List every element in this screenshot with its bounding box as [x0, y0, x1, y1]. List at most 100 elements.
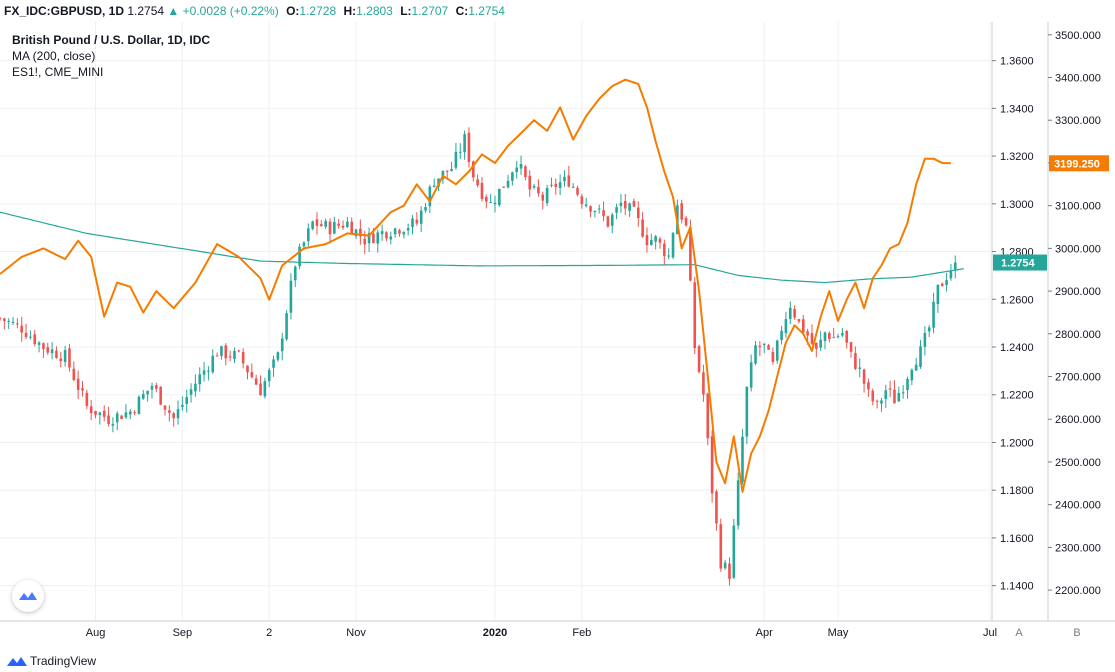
es1-tick-label-12: 2300.000 [1055, 542, 1101, 554]
footer-brand[interactable]: TradingView [30, 654, 97, 668]
candle-body [710, 436, 714, 494]
candle-body [124, 412, 128, 418]
candle-body [263, 381, 267, 397]
gbpusd-tick-label-7: 1.2200 [1000, 390, 1034, 402]
last-value-markers: 1.2754 3199.250 [993, 155, 1109, 271]
candle-body [780, 330, 783, 340]
candle-body [3, 318, 6, 322]
candle-body [762, 343, 766, 346]
candle-body [298, 246, 301, 267]
gbpusd-tick-label-6: 1.2400 [1000, 342, 1034, 354]
candle-body [102, 410, 106, 417]
candle-body [797, 319, 801, 322]
candle-body [589, 206, 592, 212]
candle-body [923, 332, 927, 347]
candle-body [823, 332, 827, 341]
candle-body [163, 405, 167, 410]
candle-body [20, 325, 24, 333]
candle-body [476, 179, 479, 186]
candle-body [241, 352, 245, 364]
candle-body [7, 320, 10, 322]
candle-body [515, 167, 519, 173]
candle-body [411, 218, 414, 228]
candle-body [211, 355, 215, 373]
candle-body [24, 332, 28, 338]
tradingview-badge[interactable] [12, 580, 44, 612]
right-axis-letter: B [1073, 627, 1080, 639]
candle-body [702, 372, 705, 395]
close-label: C: [455, 4, 469, 18]
candle-body [884, 390, 888, 399]
candle-body [610, 214, 614, 226]
candle-body [828, 333, 831, 340]
time-tick-label-2: 2 [266, 627, 272, 639]
candle-body [684, 217, 688, 226]
high-value: 1.2803 [356, 4, 393, 18]
candle-body [689, 227, 692, 281]
candle-body [632, 201, 636, 207]
candle-body [11, 321, 15, 323]
candle-body [641, 219, 644, 237]
gbpusd-tick-label-3: 1.3000 [1000, 199, 1034, 211]
legend-title[interactable]: British Pound / U.S. Dollar, 1D, IDC [12, 33, 211, 47]
candle-body [801, 319, 805, 333]
time-tick-label-3: Nov [346, 627, 366, 639]
candle-body [528, 175, 532, 190]
candle-body [576, 187, 579, 195]
candle-body [320, 224, 323, 227]
candle-body [302, 242, 306, 247]
gbpusd-price-axis[interactable]: 1.3600 1.3400 1.3200 1.3000 1.2800 1.2600 1.24… [992, 56, 1034, 593]
candle-body [233, 350, 236, 359]
candle-body [667, 255, 670, 257]
candle-body [76, 378, 80, 390]
symbol-name[interactable]: FX_IDC:GBPUSD, 1D [4, 4, 125, 18]
tradingview-footer-icon [7, 657, 27, 666]
candle-body [202, 370, 206, 375]
es1-tick-label-10: 2500.000 [1055, 457, 1101, 469]
candle-body [120, 415, 123, 420]
es1-layer [0, 78, 951, 493]
gbpusd-tick-label-10: 1.1600 [1000, 533, 1034, 545]
time-tick-label-8: Jul [983, 627, 997, 639]
candle-body [428, 186, 432, 207]
gbpusd-tick-label-2: 1.3200 [1000, 151, 1034, 163]
es1-price-axis[interactable]: 3500.0003400.0003300.0003200.0003100.000… [1048, 30, 1101, 597]
candle-body [862, 369, 866, 384]
legend-compare[interactable]: ES1!, CME_MINI [12, 65, 104, 79]
candle-body [111, 423, 115, 426]
candle-body [42, 343, 45, 350]
candle-body [363, 238, 367, 245]
candle-body [563, 176, 566, 182]
candle-body [524, 166, 527, 178]
candle-body [897, 392, 901, 402]
price-change: +0.0028 (+0.22%) [182, 4, 279, 18]
symbol-header: FX_IDC:GBPUSD, 1D 1.2754 ▲ +0.0028 (+0.2… [0, 0, 1115, 22]
candle-body [658, 238, 662, 243]
candle-body [485, 196, 488, 202]
price-chart[interactable]: 1.3600 1.3400 1.3200 1.3000 1.2800 1.2600 1.24… [0, 22, 1115, 650]
candle-body [141, 393, 145, 399]
candle-body [775, 340, 779, 361]
candle-body [571, 186, 575, 188]
candle-body [940, 283, 944, 287]
candle-body [671, 233, 675, 258]
candle-body [758, 345, 762, 348]
candle-body [871, 390, 875, 402]
gbpusd-tick-label-0: 1.3600 [1000, 56, 1034, 68]
last-price: 1.2754 [127, 4, 165, 18]
time-tick-label-7: May [828, 627, 849, 639]
candle-body [367, 232, 371, 244]
candle-body [172, 413, 175, 419]
candle-body [749, 362, 753, 388]
candle-body [150, 385, 154, 390]
candle-body [919, 346, 922, 367]
candle-body [953, 262, 957, 270]
legend-ma[interactable]: MA (200, close) [12, 49, 96, 63]
candle-body [532, 185, 536, 188]
time-axis[interactable]: Aug Sep 2 Nov 2020 Feb Apr May Jul A B [86, 627, 1081, 639]
candle-body [836, 336, 840, 338]
candle-body [315, 219, 319, 226]
candle-body [29, 336, 32, 338]
candle-body [385, 232, 388, 239]
candle-body [771, 352, 775, 362]
